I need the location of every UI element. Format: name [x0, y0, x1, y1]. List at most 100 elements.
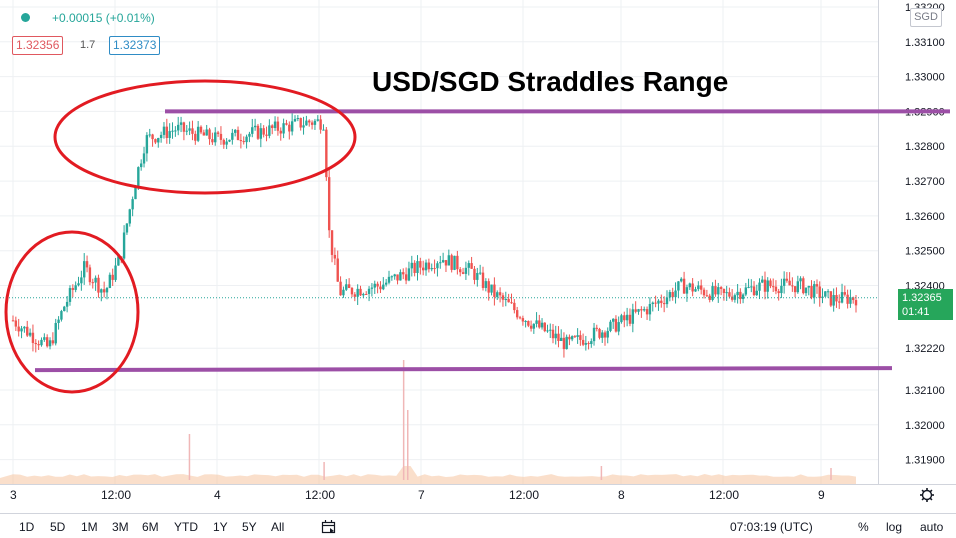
candle [74, 285, 77, 290]
range-button-1d[interactable]: 1D [19, 520, 35, 534]
range-button-1y[interactable]: 1Y [213, 520, 228, 534]
candle [705, 295, 709, 297]
range-button-5d[interactable]: 5D [50, 520, 66, 534]
candle [137, 167, 140, 187]
candle [379, 286, 382, 290]
candle [739, 291, 742, 300]
range-button-6m[interactable]: 6M [142, 520, 159, 534]
candle [766, 280, 769, 292]
candle [617, 322, 620, 332]
candle [296, 118, 300, 120]
x-tick-label: 12:00 [305, 488, 335, 502]
candle [815, 284, 819, 287]
candle [251, 127, 254, 134]
candle [211, 139, 214, 143]
candle [549, 329, 552, 331]
candle [77, 283, 80, 286]
candle [37, 344, 40, 346]
candle [359, 288, 362, 296]
candle [419, 261, 422, 268]
candle [611, 318, 615, 322]
candle [568, 336, 571, 340]
log-toggle[interactable]: log [886, 520, 903, 534]
candle [299, 118, 302, 128]
candle [521, 318, 525, 322]
candle [793, 286, 797, 293]
candle [262, 128, 265, 135]
candle [645, 309, 649, 315]
candle [333, 254, 337, 259]
x-tick-label: 7 [418, 488, 425, 502]
percent-toggle[interactable]: % [858, 520, 869, 534]
candle [105, 287, 109, 293]
candle [832, 295, 835, 306]
candle [179, 122, 183, 125]
candle [17, 326, 20, 332]
candle [725, 292, 728, 294]
candle [546, 330, 549, 332]
candle [114, 265, 117, 280]
candle [131, 199, 134, 210]
range-button-5y[interactable]: 5Y [242, 520, 257, 534]
settings-gear-icon[interactable] [920, 488, 934, 502]
candle [744, 287, 748, 295]
candle [777, 291, 780, 294]
candle [741, 294, 745, 300]
candle [697, 285, 700, 290]
candle [365, 293, 368, 295]
y-tick-label: 1.32100 [905, 385, 945, 397]
auto-toggle[interactable]: auto [920, 520, 944, 534]
candle [674, 290, 677, 298]
candle [796, 281, 800, 293]
candle [829, 291, 833, 306]
candle [614, 318, 618, 332]
candle [603, 332, 607, 338]
candle [682, 278, 686, 294]
utc-clock[interactable]: 07:03:19 (UTC) [730, 520, 813, 534]
candle [31, 332, 35, 343]
candle [148, 134, 151, 136]
candle [513, 302, 516, 311]
ask-price-box[interactable]: 1.32373 [109, 36, 161, 55]
candle [396, 274, 399, 281]
candle [714, 286, 717, 295]
support-line[interactable] [34, 366, 893, 373]
range-button-1m[interactable]: 1M [81, 520, 98, 534]
candle [807, 285, 810, 288]
range-button-ytd[interactable]: YTD [174, 520, 198, 534]
bottom-range-circle[interactable] [4, 230, 140, 394]
range-button-all[interactable]: All [271, 520, 285, 534]
candle [339, 281, 342, 296]
candle [755, 290, 758, 296]
candle [231, 132, 234, 140]
candle [573, 336, 577, 338]
candle [111, 274, 114, 280]
candle [424, 262, 428, 271]
bid-price-box[interactable]: 1.32356 [12, 36, 64, 55]
y-tick-label: 1.32500 [905, 246, 945, 258]
candle [362, 293, 365, 296]
candle [154, 139, 157, 143]
candle [694, 289, 697, 292]
candle [60, 311, 63, 320]
calendar-icon[interactable] [321, 519, 337, 534]
candle [665, 297, 669, 305]
x-tick-label: 3 [10, 488, 17, 502]
last-price-tag: 1.32365 01:41 [898, 289, 953, 320]
candle [285, 123, 288, 125]
range-button-3m[interactable]: 3M [112, 520, 129, 534]
candle [761, 279, 764, 283]
candle [671, 292, 674, 298]
candle [330, 230, 334, 255]
candle [407, 268, 411, 281]
top-range-ellipse[interactable] [53, 79, 357, 195]
candle [459, 269, 462, 273]
y-tick-label: 1.32700 [905, 176, 945, 188]
candle [470, 263, 473, 269]
candle [447, 255, 451, 266]
candle [390, 276, 394, 278]
candle [376, 283, 379, 287]
candle [40, 339, 43, 346]
candle [637, 309, 640, 312]
